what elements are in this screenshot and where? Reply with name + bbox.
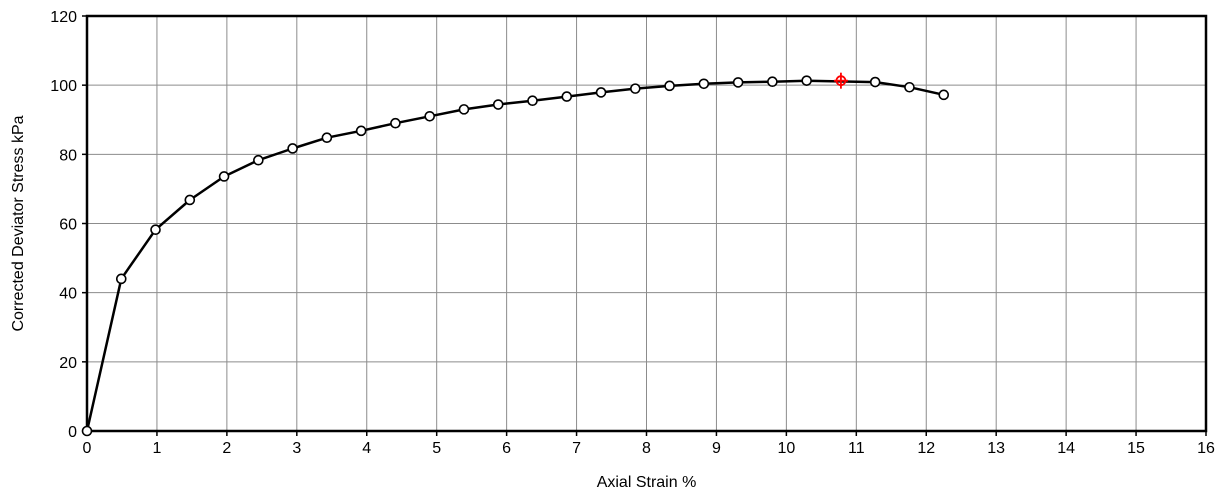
data-point	[938, 89, 950, 101]
x-tick-label: 3	[292, 440, 301, 457]
data-point	[767, 76, 778, 88]
x-tick-label: 9	[712, 440, 721, 457]
data-point	[424, 110, 435, 122]
data-point	[115, 273, 127, 285]
data-point	[664, 80, 675, 92]
data-point	[458, 104, 470, 115]
data-point	[355, 125, 367, 137]
data-markers	[81, 75, 950, 437]
data-point	[81, 425, 93, 437]
data-point	[287, 143, 298, 154]
x-tick-label: 12	[917, 440, 935, 457]
data-point	[184, 194, 196, 206]
x-tick-label: 5	[432, 440, 441, 457]
x-tick-label: 16	[1197, 440, 1215, 457]
x-tick-label: 8	[642, 440, 651, 457]
y-axis-title: Corrected Deviator Stress kPa	[10, 115, 27, 331]
data-point	[218, 171, 230, 182]
peak-marker	[833, 72, 848, 89]
series-line	[85, 79, 944, 432]
y-tick-label: 60	[59, 217, 77, 234]
data-point	[698, 78, 710, 90]
data-point	[732, 77, 744, 88]
x-tick-label: 6	[502, 440, 511, 457]
x-tick-label: 15	[1127, 440, 1145, 457]
data-series	[85, 79, 944, 432]
x-tick-label: 7	[572, 440, 581, 457]
y-tick-label: 80	[59, 147, 77, 164]
data-point	[150, 224, 161, 236]
x-tick-label: 1	[152, 440, 161, 457]
data-point	[390, 117, 401, 129]
x-tick-label: 14	[1057, 440, 1075, 457]
y-tick-label: 0	[68, 424, 77, 441]
data-point	[904, 81, 915, 93]
x-axis-title: Axial Strain %	[597, 474, 697, 491]
x-tick-label: 2	[222, 440, 231, 457]
x-tick-label: 11	[848, 440, 865, 457]
data-point	[801, 75, 812, 86]
y-tick-label: 120	[50, 9, 77, 26]
data-point	[253, 154, 264, 166]
data-point	[869, 76, 881, 88]
data-point	[321, 132, 333, 144]
data-point	[492, 99, 504, 110]
plot-frame	[85, 14, 1208, 433]
y-tick-label: 40	[59, 286, 77, 303]
data-point	[561, 91, 573, 102]
y-tick-label: 100	[50, 78, 77, 95]
x-tick-label: 10	[777, 440, 795, 457]
grid	[87, 16, 1206, 431]
x-tick-label: 0	[83, 440, 92, 457]
data-point	[527, 95, 538, 107]
x-tick-label: 4	[362, 440, 371, 457]
data-point	[595, 87, 607, 98]
data-point	[630, 83, 641, 94]
x-tick-label: 13	[987, 440, 1005, 457]
y-tick-label: 20	[59, 355, 77, 372]
